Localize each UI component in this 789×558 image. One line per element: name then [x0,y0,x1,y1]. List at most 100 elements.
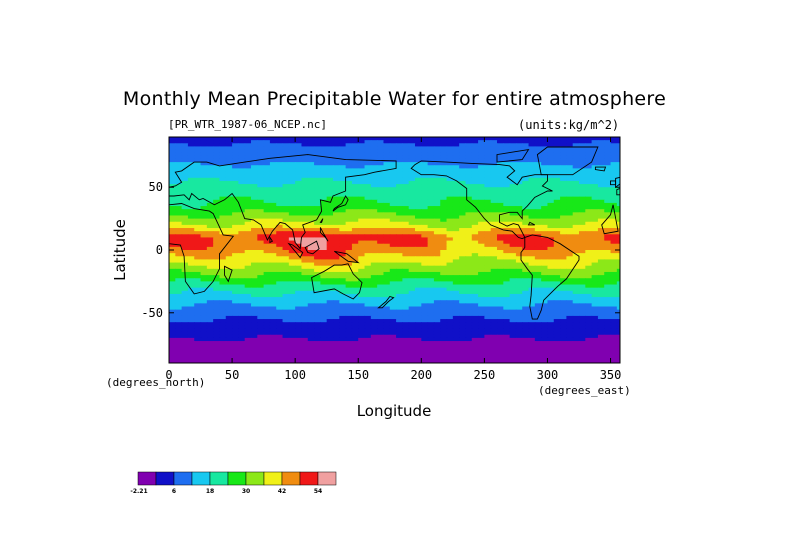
heatmap-cell [503,293,511,298]
heatmap-cell [579,137,586,141]
heatmap-cell [585,237,593,242]
heatmap-cell [175,162,183,166]
heatmap-cell [244,306,252,311]
heatmap-cell [459,162,467,166]
heatmap-cell [345,234,353,239]
heatmap-cell [452,158,460,163]
heatmap-cell [276,140,284,144]
heatmap-cell [282,312,290,317]
heatmap-cell [187,337,195,342]
heatmap-cell [572,146,580,151]
heatmap-cell [169,184,176,188]
heatmap-cell [415,268,422,273]
heatmap-cell [345,287,353,292]
heatmap-cell [181,168,189,173]
heatmap-cell [333,243,340,248]
heatmap-cell [446,196,454,201]
heatmap-cell [452,253,460,257]
heatmap-cell [610,350,618,355]
heatmap-cell [238,290,246,295]
heatmap-cell [257,158,265,163]
heatmap-cell [452,215,460,220]
heatmap-cell [484,224,492,229]
heatmap-cell [181,165,189,169]
heatmap-cell [345,146,353,151]
heatmap-cell [408,303,416,308]
heatmap-cell [333,303,340,308]
heatmap-cell [269,319,277,323]
heatmap-cell [187,262,195,267]
heatmap-cell [175,322,183,326]
heatmap-cell [383,202,391,207]
heatmap-cell [213,224,221,229]
heatmap-cell [333,341,340,345]
heatmap-cell [541,331,549,336]
heatmap-cell [402,234,410,239]
heatmap-cell [515,287,523,292]
heatmap-cell [579,259,586,264]
heatmap-cell [415,337,422,342]
heatmap-cell [509,155,517,160]
heatmap-cell [314,187,321,191]
heatmap-cell [490,218,498,223]
heatmap-cell [295,221,303,226]
heatmap-cell [263,206,271,210]
heatmap-cell [377,168,385,173]
heatmap-cell [560,309,567,314]
heatmap-cell [257,209,265,213]
heatmap-cell [238,221,246,226]
heatmap-cell [452,180,460,185]
heatmap-cell [301,215,309,220]
heatmap-cell [194,152,202,157]
heatmap-cell [238,165,246,169]
heatmap-cell [257,281,265,286]
heatmap-cell [616,190,620,195]
heatmap-cell [251,209,258,213]
heatmap-cell [560,293,567,298]
heatmap-cell [225,331,233,336]
heatmap-cell [333,281,340,286]
heatmap-cell [383,350,391,355]
heatmap-cell [358,309,366,314]
heatmap-cell [213,187,221,191]
heatmap-cell [339,234,347,239]
heatmap-cell [175,152,183,157]
heatmap-cell [213,341,221,345]
heatmap-cell [232,344,239,348]
heatmap-cell [200,228,208,232]
heatmap-cell [553,221,561,226]
heatmap-cell [597,331,605,336]
heatmap-cell [452,137,460,141]
heatmap-cell [484,250,492,254]
heatmap-cell [377,149,385,154]
heatmap-cell [585,196,593,201]
heatmap-cell [225,319,233,323]
heatmap-cell [509,246,517,251]
heatmap-cell [295,315,303,320]
heatmap-cell [295,190,303,195]
heatmap-cell [213,347,221,352]
heatmap-cell [572,315,580,320]
heatmap-cell [288,334,296,339]
heatmap-cell [269,278,277,282]
heatmap-cell [295,303,303,308]
heatmap-cell [257,350,265,355]
heatmap-cell [553,278,561,282]
heatmap-cell [358,162,366,166]
heatmap-cell [206,243,214,248]
heatmap-cell [276,212,284,217]
heatmap-cell [345,347,353,352]
heatmap-cell [465,158,473,163]
heatmap-cell [478,224,485,229]
heatmap-cell [251,240,258,245]
heatmap-cell [604,137,612,141]
heatmap-cell [301,140,309,144]
heatmap-cell [219,171,227,176]
heatmap-cell [597,271,605,276]
heatmap-cell [206,287,214,292]
heatmap-cell [452,315,460,320]
heatmap-cell [251,143,258,148]
heatmap-cell [295,284,303,289]
heatmap-cell [547,350,555,355]
heatmap-cell [522,143,530,148]
